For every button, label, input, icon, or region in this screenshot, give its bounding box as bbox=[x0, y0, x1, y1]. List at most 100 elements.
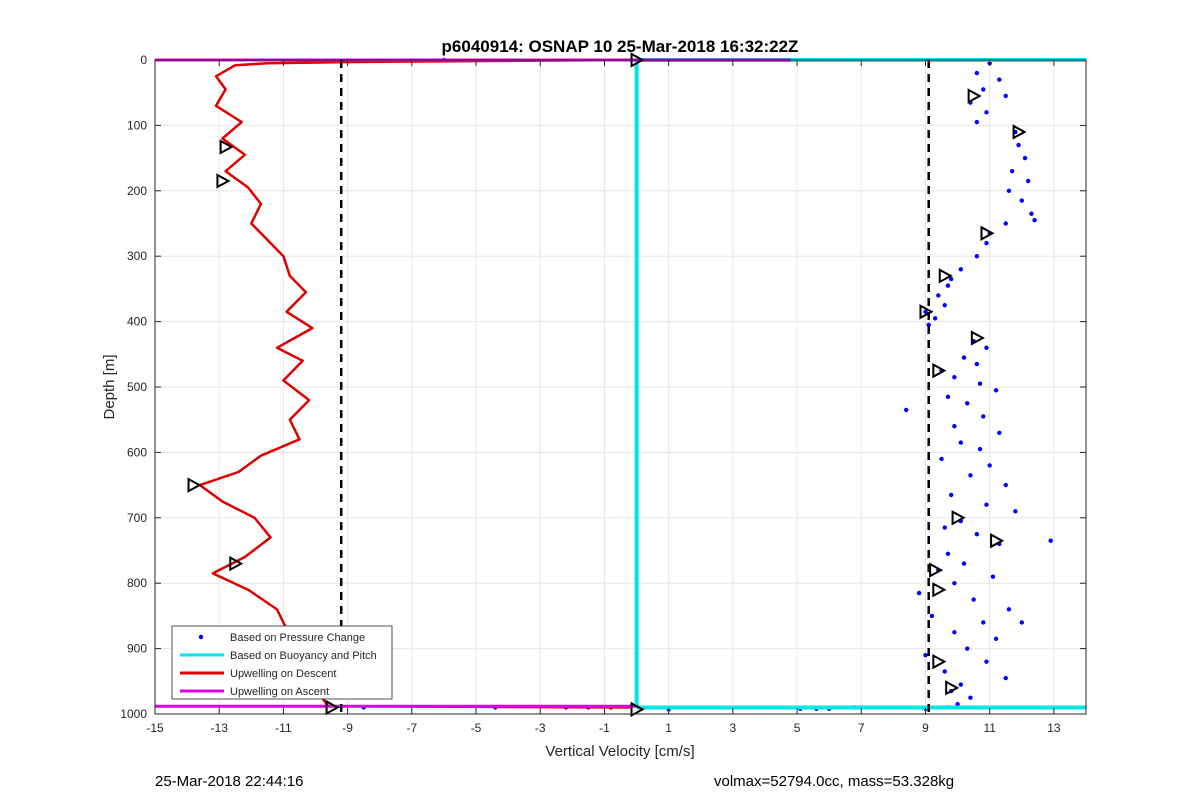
data-point bbox=[926, 322, 931, 328]
data-point bbox=[968, 695, 973, 700]
data-point bbox=[1003, 675, 1008, 681]
y-tick-label: 800 bbox=[127, 576, 147, 590]
grid bbox=[154, 59, 1086, 715]
triangle-marker bbox=[967, 88, 982, 104]
data-point bbox=[1032, 218, 1037, 223]
x-tick-label: 9 bbox=[922, 721, 929, 735]
y-tick-label: 500 bbox=[127, 380, 147, 394]
data-point bbox=[1003, 482, 1008, 488]
data-point bbox=[974, 531, 980, 537]
data-point bbox=[945, 283, 951, 288]
data-point bbox=[987, 463, 992, 468]
legend-label: Upwelling on Ascent bbox=[230, 686, 329, 698]
data-point bbox=[936, 293, 941, 298]
data-point bbox=[974, 361, 980, 367]
chart-title: p6040914: OSNAP 10 25-Mar-2018 16:32:22Z bbox=[442, 37, 799, 56]
data-point bbox=[939, 456, 944, 462]
legend: Based on Pressure Change Based on Buoyanc… bbox=[171, 625, 393, 700]
data-point bbox=[965, 646, 970, 651]
triangle-marker bbox=[990, 533, 1005, 549]
data-point bbox=[974, 119, 980, 125]
data-point bbox=[981, 87, 986, 92]
y-tick-label: 0 bbox=[140, 53, 147, 67]
data-point bbox=[984, 345, 989, 350]
x-tick-label: -1 bbox=[599, 721, 610, 735]
data-point bbox=[952, 424, 957, 429]
y-tick-label: 400 bbox=[127, 315, 147, 329]
data-point bbox=[974, 70, 980, 76]
y-tick-label: 100 bbox=[127, 118, 147, 132]
y-tick-label: 700 bbox=[127, 511, 147, 525]
y-tick-label: 1000 bbox=[120, 707, 147, 721]
x-tick-label: 1 bbox=[665, 721, 672, 735]
data-point bbox=[961, 561, 967, 566]
x-tick-label: 5 bbox=[794, 721, 801, 735]
data-point bbox=[993, 388, 999, 393]
data-point bbox=[1016, 142, 1021, 148]
triangle-marker bbox=[187, 477, 202, 493]
data-point bbox=[1029, 211, 1034, 216]
data-point bbox=[942, 303, 947, 308]
data-point bbox=[984, 502, 989, 507]
data-point bbox=[923, 309, 928, 314]
triangle-marker bbox=[951, 510, 966, 526]
data-point bbox=[955, 701, 960, 707]
data-point bbox=[932, 316, 938, 321]
x-tick-label: 3 bbox=[730, 721, 737, 735]
data-point bbox=[961, 355, 967, 360]
data-point bbox=[984, 110, 989, 115]
data-point bbox=[1019, 198, 1024, 203]
data-point bbox=[1006, 188, 1012, 193]
data-point bbox=[923, 652, 928, 658]
triangle-marker bbox=[932, 582, 947, 598]
x-tick-label: -11 bbox=[275, 721, 292, 735]
triangle-marker bbox=[630, 701, 645, 718]
data-point bbox=[952, 581, 957, 586]
triangle-marker bbox=[932, 653, 947, 670]
legend-label: Upwelling on Descent bbox=[230, 668, 336, 680]
data-point bbox=[984, 659, 989, 664]
data-point bbox=[984, 240, 989, 246]
x-tick-label: 11 bbox=[983, 721, 996, 735]
triangle-marker bbox=[929, 562, 944, 578]
y-tick-label: 900 bbox=[127, 642, 147, 656]
data-point bbox=[904, 407, 909, 413]
x-tick-label: -15 bbox=[146, 721, 164, 735]
x-tick-label: -9 bbox=[342, 721, 353, 735]
data-point bbox=[952, 374, 957, 380]
data-point bbox=[942, 525, 947, 530]
data-point bbox=[958, 682, 963, 687]
triangle-marker bbox=[229, 555, 244, 572]
data-point bbox=[1006, 607, 1012, 612]
data-point bbox=[952, 630, 957, 635]
data-point bbox=[958, 440, 963, 445]
data-point bbox=[948, 276, 954, 282]
data-point bbox=[990, 574, 996, 579]
data-point bbox=[1026, 178, 1031, 184]
y-axis-label: Depth [m] bbox=[101, 354, 118, 419]
axis-ticks: -15 -13 -11 -9 -7 -5 -3 -1 1 3 5 7 9 11 13010020030040… bbox=[120, 53, 1086, 735]
y-tick-label: 600 bbox=[127, 445, 147, 459]
data-point bbox=[971, 597, 976, 602]
x-tick-label: -3 bbox=[535, 721, 546, 735]
footer-timestamp: 25-Mar-2018 22:44:16 bbox=[155, 773, 304, 790]
data-point bbox=[916, 590, 922, 596]
triangle-marker bbox=[945, 680, 960, 696]
data-point bbox=[958, 267, 963, 272]
x-tick-label: -5 bbox=[471, 721, 482, 735]
data-point bbox=[929, 613, 935, 619]
data-point bbox=[977, 381, 983, 386]
legend-label: Based on Buoyancy and Pitch bbox=[230, 650, 377, 662]
plot-area bbox=[155, 52, 1086, 718]
data-point bbox=[993, 636, 999, 641]
triangle-marker bbox=[216, 173, 231, 189]
footer-parameters: volmax=52794.0cc, mass=53.328kg bbox=[714, 773, 955, 790]
data-point bbox=[974, 254, 980, 259]
y-tick-label: 200 bbox=[127, 184, 147, 198]
data-point bbox=[1048, 538, 1053, 543]
legend-label: Based on Pressure Change bbox=[230, 632, 365, 644]
triangle-marker bbox=[980, 225, 995, 241]
triangle-marker bbox=[219, 139, 234, 155]
legend-box bbox=[171, 625, 393, 700]
